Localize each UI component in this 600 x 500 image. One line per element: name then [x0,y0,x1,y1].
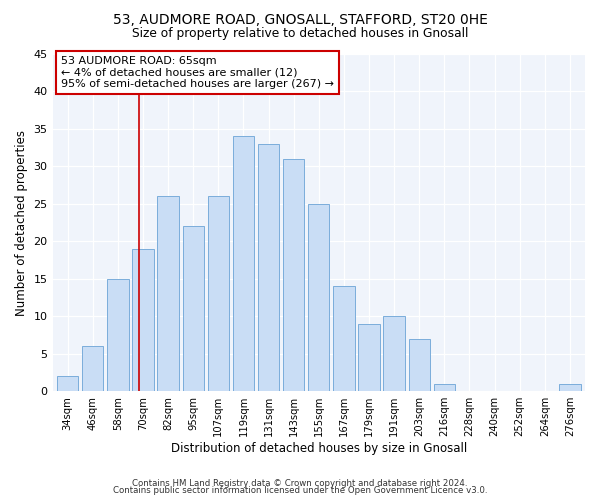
Bar [182,226,204,391]
Y-axis label: Number of detached properties: Number of detached properties [15,130,28,316]
Bar [409,339,430,391]
Text: 53, AUDMORE ROAD, GNOSALL, STAFFORD, ST20 0HE: 53, AUDMORE ROAD, GNOSALL, STAFFORD, ST2… [113,12,487,26]
Bar [132,249,154,391]
Bar [383,316,405,391]
Bar [434,384,455,391]
Bar [258,144,279,391]
Bar [208,196,229,391]
Bar [308,204,329,391]
Bar [107,279,128,391]
Text: Contains HM Land Registry data © Crown copyright and database right 2024.: Contains HM Land Registry data © Crown c… [132,478,468,488]
Bar [283,159,304,391]
Bar [559,384,581,391]
X-axis label: Distribution of detached houses by size in Gnosall: Distribution of detached houses by size … [170,442,467,455]
Text: Contains public sector information licensed under the Open Government Licence v3: Contains public sector information licen… [113,486,487,495]
Bar [233,136,254,391]
Bar [57,376,78,391]
Text: 53 AUDMORE ROAD: 65sqm
← 4% of detached houses are smaller (12)
95% of semi-deta: 53 AUDMORE ROAD: 65sqm ← 4% of detached … [61,56,334,89]
Text: Size of property relative to detached houses in Gnosall: Size of property relative to detached ho… [132,28,468,40]
Bar [157,196,179,391]
Bar [333,286,355,391]
Bar [82,346,103,391]
Bar [358,324,380,391]
